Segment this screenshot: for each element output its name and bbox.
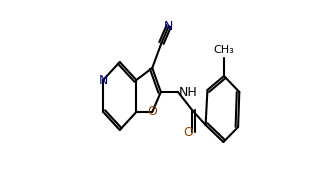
Text: N: N [164,20,174,33]
Text: O: O [147,105,157,119]
Text: CH₃: CH₃ [214,45,234,55]
Text: N: N [99,74,108,87]
Text: O: O [184,126,194,138]
Text: NH: NH [179,85,198,98]
